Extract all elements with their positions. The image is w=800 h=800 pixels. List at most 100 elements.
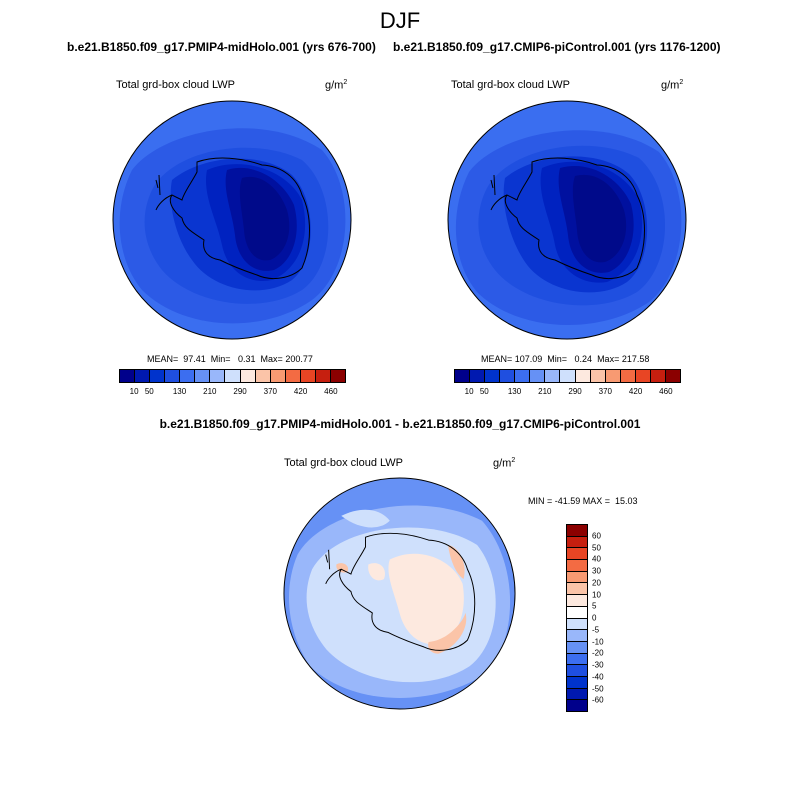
right-colorbar — [454, 369, 681, 383]
right-colorbar-cell — [485, 370, 501, 382]
difference-colorbar-tick-label: 60 — [592, 531, 601, 541]
left-colorbar-tick-label: 130 — [172, 387, 187, 396]
difference-colorbar-cell — [567, 525, 587, 537]
left-colorbar-cell — [270, 370, 286, 382]
left-colorbar-tick-label: 370 — [263, 387, 278, 396]
left-colorbar-cell — [255, 370, 271, 382]
left-stats: MEAN= 97.41 Min= 0.31 Max= 200.77 — [147, 354, 313, 364]
diff-variable-label: Total grd-box cloud LWP — [284, 457, 404, 469]
right-colorbar-tick-label: 130 — [507, 387, 522, 396]
right-map-field — [448, 101, 686, 339]
difference-colorbar-tick-label: 0 — [592, 613, 597, 623]
difference-colorbar-cell — [567, 641, 587, 654]
difference-colorbar-tick-label: 10 — [592, 590, 601, 599]
difference-colorbar-tick-label: -60 — [592, 695, 604, 705]
left-colorbar-cell — [330, 370, 345, 382]
difference-colorbar-tick-label: -10 — [592, 637, 604, 646]
difference-colorbar-cell — [567, 595, 587, 607]
left-unit-label: g/m2 — [325, 79, 348, 92]
difference-colorbar-tick-label: -20 — [592, 648, 604, 658]
diff-unit-label: g/m2 — [493, 457, 516, 470]
left-colorbar-tick-label: 10 — [129, 387, 139, 396]
right-unit-label: g/m2 — [661, 79, 684, 92]
right-variable-label: Total grd-box cloud LWP — [451, 79, 571, 91]
difference-colorbar-cell — [567, 676, 587, 689]
difference-colorbar-tick-label: 40 — [592, 554, 601, 564]
difference-colorbar-cell — [567, 548, 587, 561]
right-colorbar-cell — [530, 370, 546, 382]
right-case-title: b.e21.B1850.f09_g17.CMIP6-piControl.001 … — [393, 40, 721, 54]
left-colorbar — [119, 369, 346, 383]
diff-stats: MIN = -41.59 MAX = 15.03 — [528, 496, 638, 506]
left-colorbar-tick-label: 420 — [293, 387, 308, 396]
difference-colorbar-cell — [567, 688, 587, 701]
right-colorbar-tick-label: 10 — [464, 387, 474, 396]
right-colorbar-cell — [620, 370, 636, 382]
right-stats: MEAN= 107.09 Min= 0.24 Max= 217.58 — [481, 354, 650, 364]
left-colorbar-cell — [165, 370, 181, 382]
right-colorbar-cell — [605, 370, 621, 382]
right-colorbar-cell — [560, 370, 576, 382]
difference-colorbar-cell — [567, 571, 587, 584]
right-colorbar-tick-label: 290 — [568, 387, 582, 396]
right-colorbar-cell — [545, 370, 561, 382]
right-colorbar-tick-label: 460 — [659, 387, 673, 396]
difference-colorbar-tick-label: -40 — [592, 672, 604, 682]
left-colorbar-cell — [210, 370, 226, 382]
right-colorbar-tick-label: 50 — [479, 387, 489, 396]
difference-map-field — [283, 477, 516, 710]
difference-colorbar-tick-label: -30 — [592, 660, 604, 670]
right-colorbar-tick-label: 370 — [598, 387, 613, 396]
difference-colorbar-tick-label: 50 — [592, 543, 601, 552]
left-colorbar-cell — [315, 370, 331, 382]
left-colorbar-tick-label: 50 — [144, 387, 154, 396]
left-colorbar-cell — [135, 370, 151, 382]
difference-colorbar-cell — [567, 618, 587, 631]
left-colorbar-cell — [150, 370, 166, 382]
right-colorbar-cell — [455, 370, 471, 382]
right-colorbar-cell — [650, 370, 666, 382]
left-colorbar-cell — [180, 370, 196, 382]
left-colorbar-ticks: 10 50 130 210 290 370 420 460 — [119, 387, 346, 399]
left-case-title: b.e21.B1850.f09_g17.PMIP4-midHolo.001 (y… — [67, 40, 376, 54]
difference-colorbar-cell — [567, 606, 587, 619]
difference-colorbar-tick-label: 5 — [592, 601, 597, 611]
figure-title: DJF — [379, 8, 421, 33]
left-variable-label: Total grd-box cloud LWP — [116, 79, 236, 91]
left-colorbar-tick-label: 290 — [233, 387, 247, 396]
right-colorbar-cell — [515, 370, 531, 382]
difference-colorbar-tick-label: 20 — [592, 578, 601, 588]
difference-colorbar-cell — [567, 536, 587, 549]
right-colorbar-tick-label: 420 — [628, 387, 643, 396]
difference-colorbar-ticks: 60 50 40 30 20 10 5 0 -5 -10 -20 -30 -40 -50 -60 — [592, 524, 632, 712]
right-colorbar-tick-label: 210 — [538, 387, 552, 396]
difference-colorbar — [566, 524, 588, 712]
right-colorbar-cell — [635, 370, 651, 382]
left-colorbar-cell — [120, 370, 136, 382]
difference-colorbar-cell — [567, 630, 587, 642]
difference-colorbar-tick-label: 30 — [592, 566, 601, 576]
right-colorbar-cell — [590, 370, 606, 382]
right-colorbar-cell — [665, 370, 680, 382]
left-map — [112, 100, 352, 340]
left-colorbar-cell — [300, 370, 316, 382]
left-colorbar-cell — [195, 370, 211, 382]
right-map — [447, 100, 687, 340]
difference-colorbar-tick-label: -5 — [592, 625, 600, 635]
left-colorbar-cell — [225, 370, 241, 382]
right-colorbar-ticks: 10 50 130 210 290 370 420 460 — [454, 387, 681, 399]
difference-colorbar-cell — [567, 700, 587, 711]
right-colorbar-cell — [470, 370, 486, 382]
difference-colorbar-cell — [567, 560, 587, 572]
left-colorbar-tick-label: 210 — [203, 387, 217, 396]
difference-colorbar-cell — [567, 583, 587, 596]
left-map-field — [113, 101, 351, 339]
right-colorbar-cell — [575, 370, 591, 382]
right-colorbar-cell — [500, 370, 516, 382]
left-colorbar-tick-label: 460 — [324, 387, 338, 396]
difference-colorbar-tick-label: -50 — [592, 684, 604, 693]
difference-colorbar-cell — [567, 653, 587, 666]
left-colorbar-cell — [240, 370, 256, 382]
difference-title: b.e21.B1850.f09_g17.PMIP4-midHolo.001 - … — [159, 417, 641, 431]
left-colorbar-cell — [285, 370, 301, 382]
